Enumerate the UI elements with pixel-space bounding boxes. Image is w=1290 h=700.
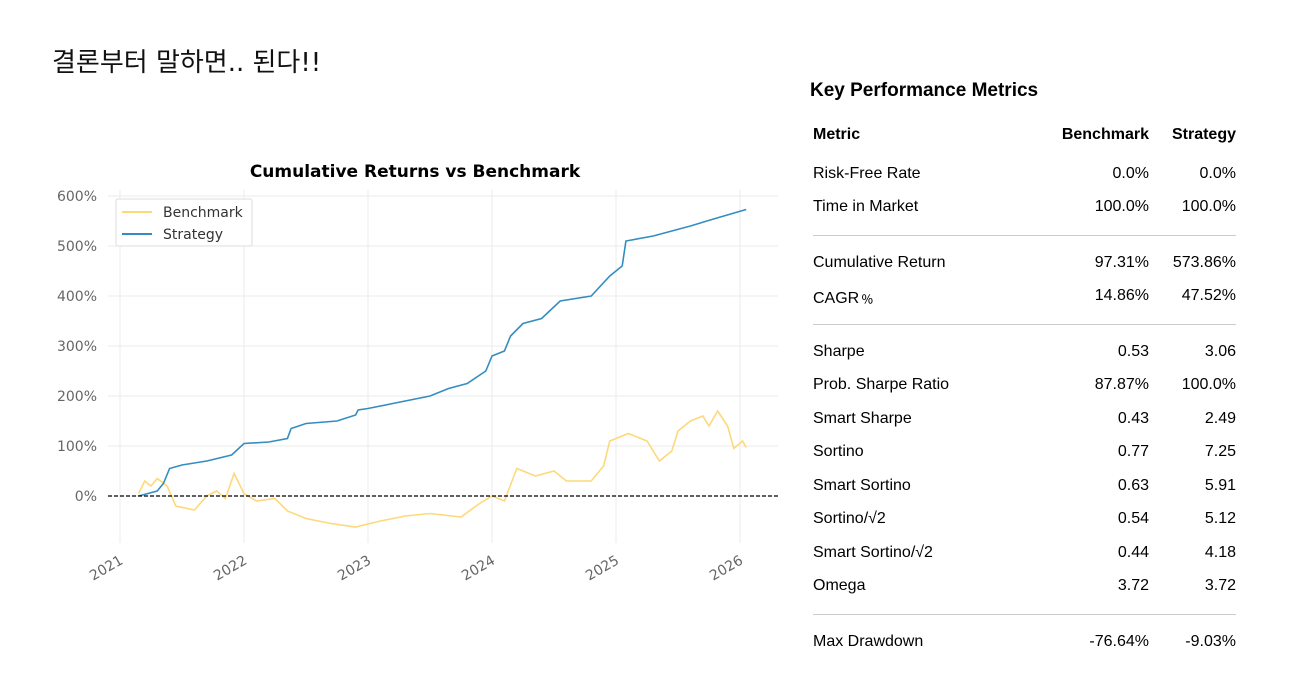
benchmark-value: 0.53 xyxy=(1117,342,1149,360)
benchmark-value: -76.64% xyxy=(1089,632,1149,650)
strategy-value: -9.03% xyxy=(1185,632,1236,650)
metric-row: Max Drawdown -76.64% -9.03% xyxy=(810,625,1236,659)
section-divider xyxy=(810,224,1236,246)
series-line-benchmark xyxy=(137,409,747,528)
benchmark-value: 0.63 xyxy=(1117,476,1149,494)
x-tick-label: 2025 xyxy=(583,553,622,585)
strategy-value: 47.52% xyxy=(1181,287,1236,305)
metric-name: Sharpe xyxy=(813,342,865,360)
y-tick-label: 200% xyxy=(57,389,97,405)
section-divider xyxy=(810,603,1236,625)
header-benchmark: Benchmark xyxy=(1061,126,1149,143)
metric-name: Sortino xyxy=(813,443,864,461)
metric-row: Time in Market 100.0% 100.0% xyxy=(810,191,1236,225)
legend-label: Strategy xyxy=(163,227,223,243)
metric-name: CAGR﹪ xyxy=(813,290,876,308)
benchmark-value: 0.77 xyxy=(1117,443,1149,461)
benchmark-value: 100.0% xyxy=(1094,198,1149,216)
strategy-value: 5.12 xyxy=(1204,510,1236,528)
metric-row: Sharpe 0.53 3.06 xyxy=(810,335,1236,369)
metric-name: Omega xyxy=(813,577,866,595)
strategy-value: 3.72 xyxy=(1204,577,1236,595)
y-tick-label: 0% xyxy=(75,489,97,505)
series-line-strategy xyxy=(138,208,747,497)
header-strategy: Strategy xyxy=(1171,126,1236,143)
strategy-value: 100.0% xyxy=(1181,198,1236,216)
strategy-value: 0.0% xyxy=(1199,164,1236,182)
metric-row: CAGR﹪ 14.86% 47.52% xyxy=(810,280,1236,314)
strategy-value: 7.25 xyxy=(1204,443,1236,461)
key-performance-metrics: Key Performance Metrics Metric Benchmark… xyxy=(810,80,1236,659)
metric-row: Smart Sortino/√2 0.44 4.18 xyxy=(810,536,1236,570)
metric-row: Risk-Free Rate 0.0% 0.0% xyxy=(810,157,1236,191)
metric-name: Smart Sortino xyxy=(813,476,911,494)
strategy-value: 100.0% xyxy=(1181,376,1236,394)
metric-name: Cumulative Return xyxy=(813,253,946,271)
y-tick-label: 100% xyxy=(57,439,97,455)
y-tick-label: 600% xyxy=(57,189,97,205)
metric-name: Smart Sharpe xyxy=(813,409,912,427)
y-tick-label: 500% xyxy=(57,239,97,255)
y-tick-label: 400% xyxy=(57,289,97,305)
metric-row: Prob. Sharpe Ratio 87.87% 100.0% xyxy=(810,369,1236,403)
benchmark-value: 0.0% xyxy=(1112,164,1149,182)
section-divider xyxy=(810,313,1236,335)
benchmark-value: 0.44 xyxy=(1117,543,1149,561)
strategy-value: 573.86% xyxy=(1172,253,1236,271)
metric-name: Sortino/√2 xyxy=(813,510,886,528)
benchmark-value: 14.86% xyxy=(1094,287,1149,305)
metric-name: Time in Market xyxy=(813,198,919,216)
benchmark-value: 87.87% xyxy=(1094,376,1149,394)
metrics-title: Key Performance Metrics xyxy=(810,80,1039,101)
metric-name: Max Drawdown xyxy=(813,632,924,650)
metric-row: Cumulative Return 97.31% 573.86% xyxy=(810,246,1236,280)
metric-row: Smart Sortino 0.63 5.91 xyxy=(810,469,1236,503)
strategy-value: 4.18 xyxy=(1204,543,1236,561)
benchmark-value: 97.31% xyxy=(1094,253,1149,271)
metric-row: Omega 3.72 3.72 xyxy=(810,570,1236,604)
metrics-table: Metric Benchmark Strategy Risk-Free Rate… xyxy=(810,126,1236,659)
strategy-value: 5.91 xyxy=(1204,476,1236,494)
metric-name: Risk-Free Rate xyxy=(813,164,921,182)
header-metric: Metric xyxy=(813,126,861,143)
x-tick-label: 2023 xyxy=(335,553,374,585)
benchmark-value: 0.43 xyxy=(1117,409,1149,427)
benchmark-value: 3.72 xyxy=(1117,577,1149,595)
metric-name: Prob. Sharpe Ratio xyxy=(813,376,950,394)
metric-name: Smart Sortino/√2 xyxy=(813,543,933,561)
metric-row: Smart Sharpe 0.43 2.49 xyxy=(810,402,1236,436)
chart-title: Cumulative Returns vs Benchmark xyxy=(250,162,581,182)
x-tick-label: 2022 xyxy=(211,553,250,585)
strategy-value: 3.06 xyxy=(1204,342,1236,360)
headline: 결론부터 말하면.. 된다!! xyxy=(52,48,322,78)
metric-row: Sortino 0.77 7.25 xyxy=(810,436,1236,470)
strategy-value: 2.49 xyxy=(1204,409,1236,427)
cumulative-returns-chart: Cumulative Returns vs Benchmark 0% 100% 20… xyxy=(57,162,778,585)
x-tick-label: 2026 xyxy=(707,553,746,585)
y-tick-label: 300% xyxy=(57,339,97,355)
benchmark-value: 0.54 xyxy=(1117,510,1149,528)
metric-row: Sortino/√2 0.54 5.12 xyxy=(810,503,1236,537)
x-tick-label: 2021 xyxy=(87,553,126,585)
x-tick-label: 2024 xyxy=(459,553,498,585)
legend-label: Benchmark xyxy=(163,205,244,221)
